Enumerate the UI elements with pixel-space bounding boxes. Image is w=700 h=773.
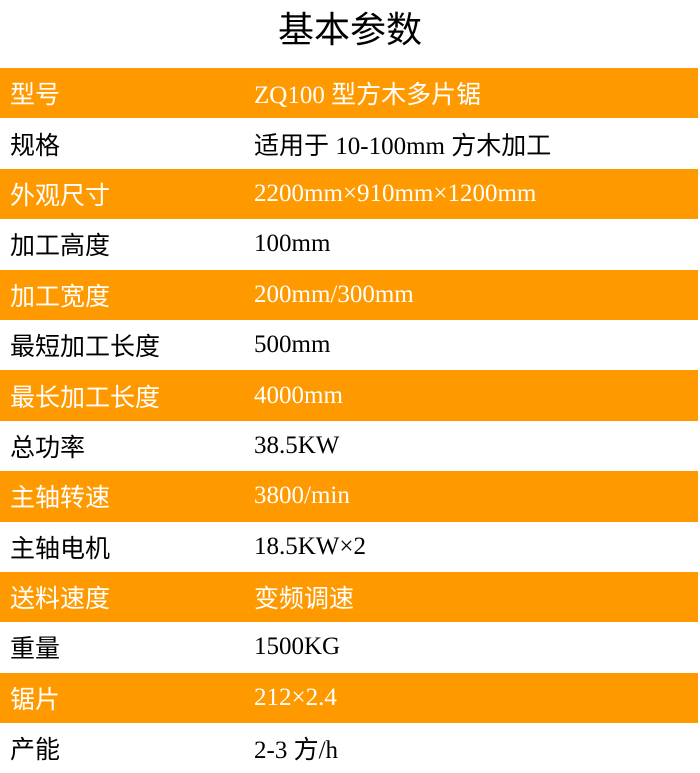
spec-label: 总功率 [10, 432, 86, 462]
spec-value: 500mm [254, 331, 331, 359]
spec-label: 外观尺寸 [10, 180, 111, 210]
spec-value: 2-3 方/h [254, 737, 339, 765]
spec-label: 重量 [10, 634, 61, 664]
spec-value: 100mm [254, 230, 331, 258]
spec-label: 最短加工长度 [10, 332, 161, 362]
table-row: 加工高度 100mm [0, 219, 698, 269]
spec-value: 1500KG [254, 633, 341, 661]
table-row: 产能 2-3 方/h [0, 723, 698, 773]
spec-value: 38.5KW [254, 431, 340, 459]
spec-value: 适用于 10-100mm 方木加工 [254, 132, 552, 160]
spec-table: 型号 ZQ100 型方木多片锯规格 适用于 10-100mm 方木加工外观尺寸 220… [0, 68, 700, 773]
spec-value: 200mm/300mm [254, 280, 414, 308]
table-row: 送料速度 变频调速 [0, 571, 698, 623]
spec-label: 主轴转速 [10, 483, 111, 513]
table-row: 主轴转速 3800/min [0, 471, 698, 522]
spec-value: 18.5KW×2 [254, 532, 366, 560]
spec-label: 主轴电机 [10, 533, 111, 563]
spec-value: 3800/min [254, 482, 350, 510]
table-row: 最长加工长度 4000mm [0, 370, 698, 421]
spec-label: 最长加工长度 [10, 382, 161, 412]
spec-label: 加工宽度 [10, 281, 111, 311]
table-row: 主轴电机 18.5KW×2 [0, 522, 698, 572]
spec-label: 产能 [10, 735, 61, 765]
table-row: 外观尺寸 2200mm×910mm×1200mm [0, 168, 698, 220]
spec-value: 212×2.4 [254, 683, 337, 711]
table-row: 重量 1500KG [0, 622, 698, 672]
spec-label: 锯片 [10, 684, 61, 714]
table-row: 规格 适用于 10-100mm 方木加工 [0, 118, 698, 168]
spec-label: 规格 [10, 130, 61, 160]
spec-value: 变频调速 [254, 586, 355, 614]
page-title: 基本参数 [277, 10, 422, 51]
spec-value: 4000mm [254, 381, 343, 409]
spec-label: 送料速度 [10, 584, 111, 614]
spec-value: 2200mm×910mm×1200mm [254, 179, 537, 207]
spec-label: 型号 [10, 80, 61, 110]
table-row: 最短加工长度 500mm [0, 320, 698, 370]
spec-value: ZQ100 型方木多片锯 [254, 82, 482, 110]
spec-label: 加工高度 [10, 231, 111, 261]
table-row: 加工宽度 200mm/300mm [0, 269, 698, 320]
table-row: 总功率 38.5KW [0, 421, 698, 471]
table-row: 型号 ZQ100 型方木多片锯 [0, 68, 698, 119]
table-row: 锯片 212×2.4 [0, 672, 698, 724]
